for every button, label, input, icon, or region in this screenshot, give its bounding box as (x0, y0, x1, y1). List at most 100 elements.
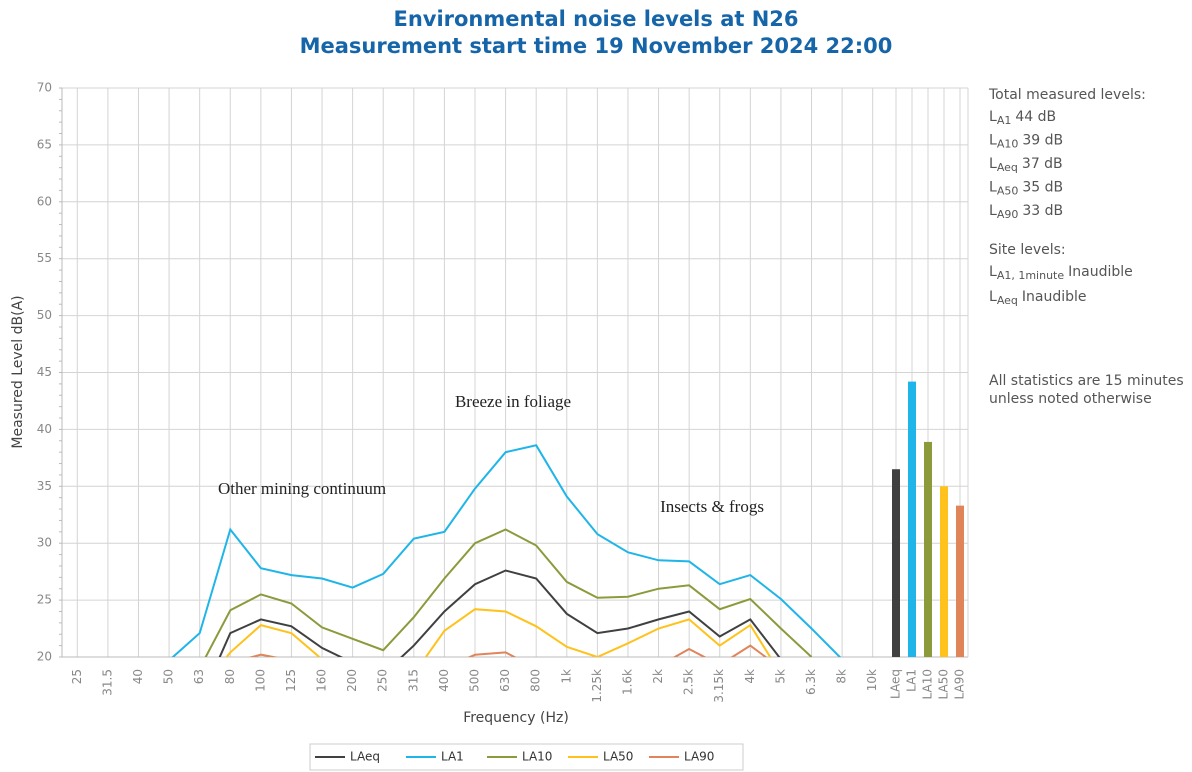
total-bar (956, 505, 964, 657)
x-tick-label: 50 (162, 669, 176, 684)
x-tick-label: 5k (773, 669, 787, 684)
x-tick-label: 800 (529, 669, 543, 692)
x-tick-label: 31.5 (100, 669, 114, 696)
x-tick-label: 3.15k (712, 669, 726, 703)
note-symbol: L (989, 156, 997, 172)
legend-label: LAeq (350, 750, 380, 764)
note-sub: A1, 1minute (997, 269, 1065, 282)
x-tick-label: 63 (192, 669, 206, 684)
note-text: 44 dB (1015, 109, 1056, 125)
x-tick-label: 100 (253, 669, 267, 692)
legend-box (309, 743, 744, 771)
x-tick-label: 4k (743, 669, 757, 684)
legend-label: LA50 (603, 750, 633, 764)
y-tick-label: 30 (37, 536, 52, 550)
footnote: unless noted otherwise (989, 391, 1152, 407)
x-tick-label: 40 (131, 669, 145, 684)
note-item: LA50 35 dB (989, 180, 1063, 198)
y-tick-label: 70 (37, 81, 52, 95)
chart-title: Environmental noise levels at N26 (393, 7, 798, 31)
note-sub: A90 (997, 208, 1019, 221)
x-tick-label: 200 (345, 669, 359, 692)
x-tick-label: 1.6k (620, 669, 634, 695)
annotation: Other mining continuum (218, 479, 386, 498)
y-tick-label: 45 (37, 365, 52, 379)
x-tick-label: 400 (437, 669, 451, 692)
note-symbol: L (989, 203, 997, 219)
x-tick-label: LA10 (921, 669, 935, 699)
note-text: Inaudible (1068, 264, 1133, 280)
x-tick-label: LAeq (889, 669, 903, 699)
x-tick-label: 315 (406, 669, 420, 692)
note-item: LA90 33 dB (989, 203, 1063, 221)
x-tick-label: 6.3k (804, 669, 818, 695)
note-symbol: L (989, 133, 997, 149)
x-axis-label: Frequency (Hz) (463, 710, 569, 726)
legend-label: LA1 (441, 750, 464, 764)
x-tick-label: LA50 (937, 669, 951, 699)
note-item: LA1 44 dB (989, 109, 1056, 127)
x-tick-label: 160 (315, 669, 329, 692)
series-line (248, 644, 768, 657)
note-text: 35 dB (1022, 180, 1063, 196)
note-sub: A50 (997, 185, 1019, 198)
note-text: Inaudible (1022, 289, 1087, 305)
annotation: Insects & frogs (660, 497, 764, 516)
legend-label: LA90 (684, 750, 714, 764)
note-symbol: L (989, 180, 997, 196)
y-axis-label: Measured Level dB(A) (10, 295, 26, 448)
y-tick-label: 20 (37, 650, 52, 664)
x-tick-label: 1.25k (590, 669, 604, 703)
series-line (218, 569, 781, 657)
total-bar (940, 486, 948, 657)
annotation: Breeze in foliage (455, 392, 571, 411)
note-text: 33 dB (1022, 203, 1063, 219)
note-heading: Total measured levels: (988, 87, 1146, 103)
note-sub: Aeq (997, 294, 1018, 307)
note-item: LA10 39 dB (989, 133, 1063, 151)
y-tick-label: 35 (37, 479, 52, 493)
x-tick-label: 25 (70, 669, 84, 684)
note-text: 39 dB (1022, 133, 1063, 149)
series-line (171, 444, 842, 657)
x-tick-label: 1k (559, 669, 573, 684)
note-symbol: L (989, 264, 997, 280)
legend-label: LA10 (522, 750, 552, 764)
note-symbol: L (989, 109, 997, 125)
x-tick-label: 250 (376, 669, 390, 692)
x-tick-label: 2k (651, 669, 665, 684)
x-tick-label: 125 (284, 669, 298, 692)
total-bar (908, 381, 916, 657)
note-sub: Aeq (997, 161, 1018, 174)
x-tick-label: 630 (498, 669, 512, 692)
y-tick-label: 65 (37, 137, 52, 151)
x-tick-label: 2.5k (682, 669, 696, 695)
y-tick-label: 55 (37, 251, 52, 265)
chart-title: Measurement start time 19 November 2024 … (300, 34, 893, 58)
note-item: LAeq Inaudible (989, 289, 1087, 307)
footnote: All statistics are 15 minutes (989, 373, 1184, 389)
x-tick-label: 80 (223, 669, 237, 684)
series-line (204, 528, 813, 657)
series-line (225, 608, 772, 657)
note-text: 37 dB (1022, 156, 1063, 172)
total-bar (924, 441, 932, 657)
x-tick-label: LA90 (953, 669, 967, 699)
note-sub: A1 (997, 114, 1012, 127)
note-item: LAeq 37 dB (989, 156, 1063, 174)
y-tick-label: 25 (37, 593, 52, 607)
note-heading: Site levels: (989, 242, 1066, 258)
note-sub: A10 (997, 138, 1019, 151)
y-tick-label: 50 (37, 308, 52, 322)
x-tick-label: 500 (468, 669, 482, 692)
plot-area (171, 444, 842, 657)
y-tick-label: 60 (37, 194, 52, 208)
x-tick-label: 10k (865, 669, 879, 691)
note-item: LA1, 1minute Inaudible (989, 264, 1133, 282)
x-tick-label: 8k (835, 669, 849, 684)
x-tick-label: LA1 (905, 669, 919, 692)
note-symbol: L (989, 289, 997, 305)
total-bar (892, 469, 900, 657)
y-tick-label: 40 (37, 422, 52, 436)
